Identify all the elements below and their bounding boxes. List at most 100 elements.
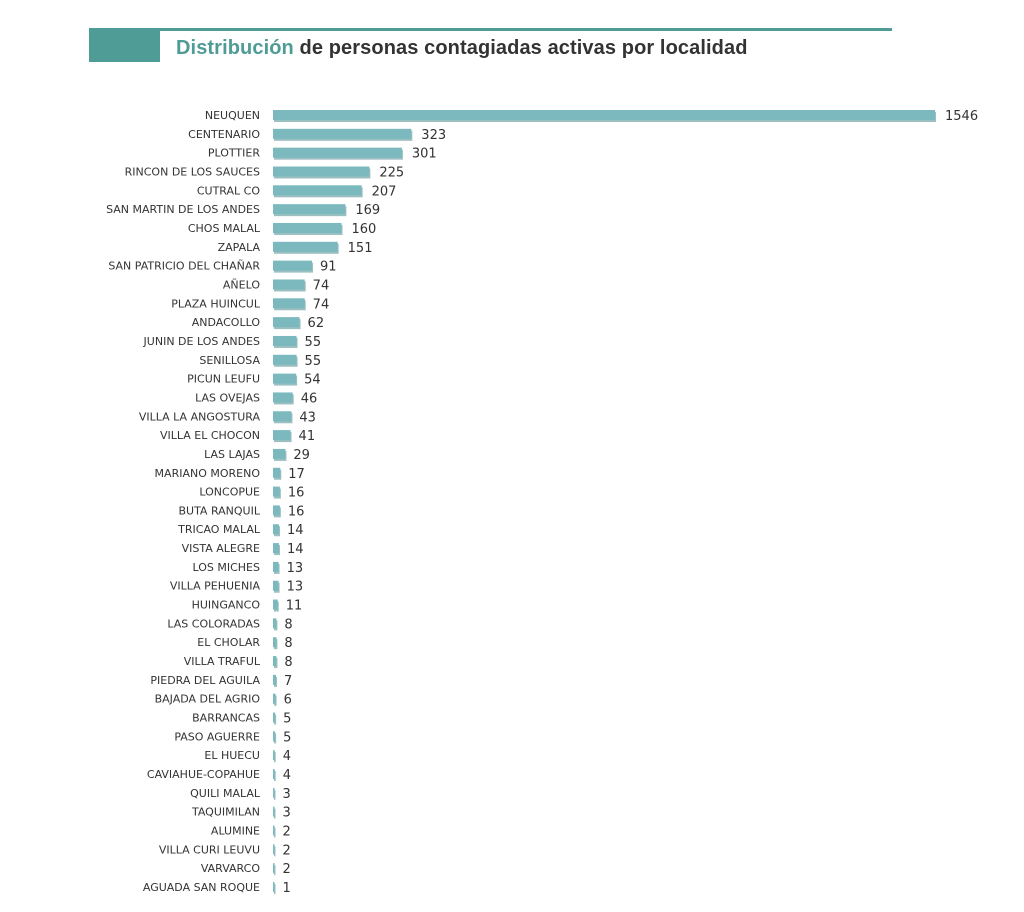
bar <box>273 317 300 328</box>
value-label: 46 <box>301 391 318 406</box>
bar <box>273 411 292 422</box>
bar <box>273 543 279 554</box>
bar <box>273 844 275 855</box>
value-label: 14 <box>287 523 304 538</box>
value-label: 91 <box>320 260 337 275</box>
category-label: VILLA CURI LEUVU <box>159 843 260 856</box>
bar <box>273 637 277 648</box>
value-label: 16 <box>288 504 305 519</box>
category-label: PICUN LEUFU <box>187 373 260 386</box>
bar-shadow <box>274 752 276 763</box>
category-label: CUTRAL CO <box>197 184 260 197</box>
category-label: TRICAO MALAL <box>177 523 261 536</box>
bar <box>273 373 297 384</box>
bar <box>273 524 279 535</box>
value-label: 1 <box>283 881 291 896</box>
bar <box>273 656 277 667</box>
bar <box>273 561 279 572</box>
bar <box>273 222 342 233</box>
category-label: NEUQUEN <box>205 109 260 122</box>
value-label: 13 <box>287 580 304 595</box>
category-label: LONCOPUE <box>199 486 260 499</box>
bar <box>273 693 276 704</box>
category-label: EL HUECU <box>204 749 260 762</box>
category-label: PLOTTIER <box>208 147 260 160</box>
category-label: BAJADA DEL AGRIO <box>155 693 261 706</box>
value-label: 55 <box>305 354 322 369</box>
bar <box>273 298 305 309</box>
chart-title: Distribución de personas contagiadas act… <box>176 37 748 60</box>
value-label: 2 <box>283 843 291 858</box>
category-label: BUTA RANQUIL <box>178 504 260 517</box>
value-label: 207 <box>372 184 397 199</box>
value-label: 225 <box>379 165 404 180</box>
category-label: ANDACOLLO <box>192 316 261 329</box>
header-accent-block <box>89 28 160 62</box>
value-label: 41 <box>299 429 316 444</box>
bar <box>273 712 276 723</box>
category-label: PIEDRA DEL AGUILA <box>150 674 260 687</box>
value-label: 55 <box>305 335 322 350</box>
value-label: 3 <box>283 787 291 802</box>
bar-shadow <box>274 827 276 838</box>
bar <box>273 128 412 139</box>
category-label: JUNIN DE LOS ANDES <box>143 335 260 348</box>
bar <box>273 392 293 403</box>
value-label: 5 <box>283 712 291 727</box>
category-label: VISTA ALEGRE <box>182 542 260 555</box>
bar <box>273 241 338 252</box>
bar <box>273 863 275 874</box>
value-label: 14 <box>287 542 304 557</box>
bar <box>273 486 280 497</box>
category-label: VILLA PEHUENIA <box>170 580 261 593</box>
value-label: 323 <box>421 128 446 143</box>
category-label: SAN PATRICIO DEL CHAÑAR <box>108 260 260 273</box>
category-label: HUINGANCO <box>192 599 261 612</box>
bar-shadow <box>274 771 276 782</box>
bar-shadow <box>274 846 276 857</box>
bar <box>273 430 291 441</box>
value-label: 62 <box>308 316 325 331</box>
value-label: 8 <box>284 636 292 651</box>
category-label: QUILI MALAL <box>190 787 261 800</box>
bar <box>273 750 275 761</box>
value-label: 4 <box>283 749 291 764</box>
value-label: 301 <box>412 147 437 162</box>
category-label: SENILLOSA <box>199 354 260 367</box>
value-label: 13 <box>287 561 304 576</box>
bar <box>273 674 276 685</box>
category-label: CHOS MALAL <box>188 222 261 235</box>
bar <box>273 204 346 215</box>
bar <box>273 731 276 742</box>
value-label: 11 <box>286 599 303 614</box>
category-label: ALUMINE <box>211 825 260 838</box>
bar <box>273 769 275 780</box>
value-label: 8 <box>284 617 292 632</box>
value-label: 74 <box>313 297 330 312</box>
bar <box>273 354 297 365</box>
category-label: PASO AGUERRE <box>174 730 260 743</box>
bar <box>273 505 280 516</box>
value-label: 2 <box>283 862 291 877</box>
bar <box>273 335 297 346</box>
value-label: 29 <box>293 448 310 463</box>
value-label: 2 <box>283 825 291 840</box>
category-label: EL CHOLAR <box>197 636 260 649</box>
bar <box>273 580 279 591</box>
value-label: 16 <box>288 486 305 501</box>
category-label: BARRANCAS <box>192 712 260 725</box>
category-label: CENTENARIO <box>188 128 260 141</box>
value-label: 17 <box>288 467 305 482</box>
category-label: VILLA TRAFUL <box>184 655 261 668</box>
category-label: LOS MICHES <box>193 561 261 574</box>
category-label: VILLA LA ANGOSTURA <box>139 410 261 423</box>
chart-title-accent: Distribución <box>176 37 294 59</box>
category-label: LAS LAJAS <box>204 448 260 461</box>
value-label: 43 <box>299 410 316 425</box>
bar <box>273 882 275 892</box>
header-rule <box>89 28 892 31</box>
category-label: AGUADA SAN ROQUE <box>143 881 260 894</box>
bar-shadow <box>274 884 276 894</box>
category-label: LAS COLORADAS <box>167 617 260 630</box>
bar <box>273 448 286 459</box>
